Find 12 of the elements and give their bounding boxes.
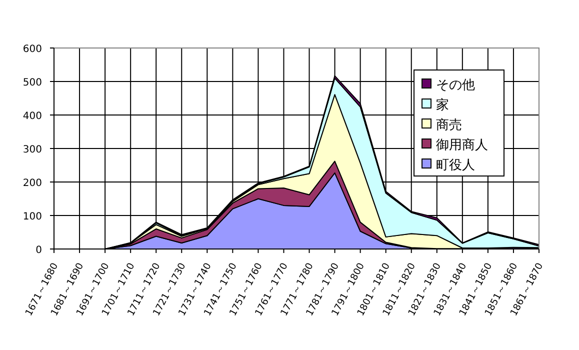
y-tick-label: 300 (22, 144, 42, 156)
legend-label: 御用商人 (436, 138, 488, 153)
y-tick-label: 200 (22, 178, 42, 189)
legend-label: 家 (436, 97, 449, 113)
legend-label: その他 (436, 78, 475, 93)
legend-label: 商売 (436, 118, 462, 133)
y-tick-label: 0 (36, 245, 42, 256)
legend-label: 町役人 (436, 158, 475, 173)
y-tick-label: 400 (22, 111, 42, 122)
y-tick-label: 600 (22, 44, 42, 55)
y-tick-label: 500 (22, 78, 42, 88)
y-tick-label: 100 (22, 212, 42, 222)
